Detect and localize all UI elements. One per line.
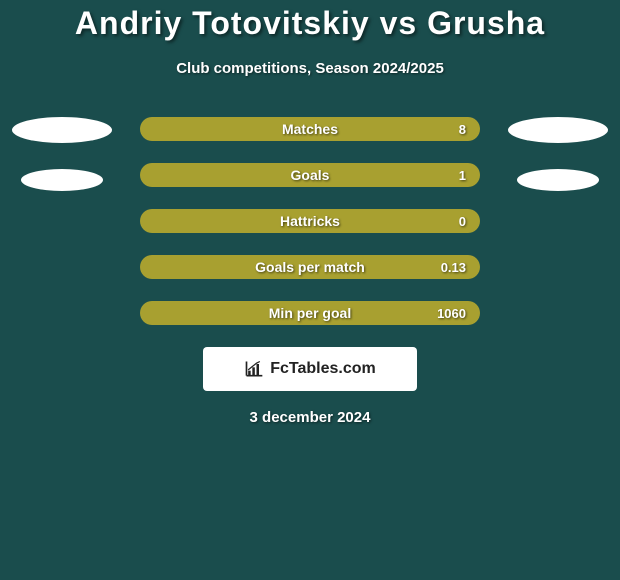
- brand-text: FcTables.com: [270, 360, 376, 378]
- stat-bar-goals: Goals 1: [140, 163, 480, 187]
- left-player-col: [12, 117, 112, 191]
- left-oval-1: [12, 117, 112, 143]
- stat-label: Goals: [140, 167, 480, 183]
- season-subtitle: Club competitions, Season 2024/2025: [0, 60, 620, 77]
- stat-label: Min per goal: [140, 305, 480, 321]
- stats-bars: Matches 8 Goals 1 Hattricks 0 Goals per …: [140, 117, 480, 325]
- left-oval-2: [21, 169, 103, 191]
- stat-bar-matches: Matches 8: [140, 117, 480, 141]
- stat-bar-hattricks: Hattricks 0: [140, 209, 480, 233]
- right-oval-1: [508, 117, 608, 143]
- stat-value: 1: [459, 168, 466, 183]
- stat-bar-min-per-goal: Min per goal 1060: [140, 301, 480, 325]
- stat-label: Hattricks: [140, 213, 480, 229]
- stat-label: Goals per match: [140, 259, 480, 275]
- stat-bar-goals-per-match: Goals per match 0.13: [140, 255, 480, 279]
- stat-value: 0: [459, 214, 466, 229]
- right-player-col: [508, 117, 608, 191]
- brand-badge[interactable]: FcTables.com: [203, 347, 417, 391]
- page-title: Andriy Totovitskiy vs Grusha: [0, 5, 620, 42]
- stat-value: 1060: [437, 306, 466, 321]
- stat-label: Matches: [140, 121, 480, 137]
- stat-value: 0.13: [441, 260, 466, 275]
- right-oval-2: [517, 169, 599, 191]
- stats-area: Matches 8 Goals 1 Hattricks 0 Goals per …: [0, 117, 620, 325]
- stat-value: 8: [459, 122, 466, 137]
- bar-chart-icon: [244, 359, 264, 379]
- date-line: 3 december 2024: [0, 409, 620, 426]
- comparison-widget: Andriy Totovitskiy vs Grusha Club compet…: [0, 0, 620, 426]
